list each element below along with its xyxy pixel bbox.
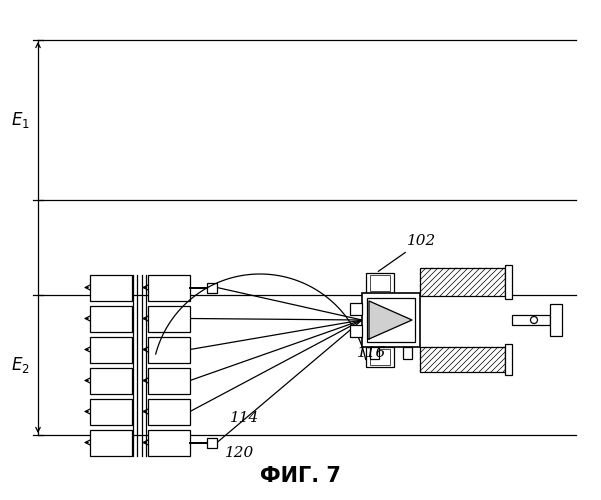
Bar bbox=[403, 347, 412, 359]
Text: ФИГ. 7: ФИГ. 7 bbox=[260, 466, 340, 486]
Text: $E_2$: $E_2$ bbox=[11, 355, 30, 375]
Bar bbox=[370, 275, 390, 291]
Bar bbox=[505, 265, 512, 299]
Bar bbox=[148, 430, 190, 456]
Bar bbox=[207, 282, 217, 292]
Bar bbox=[370, 347, 379, 359]
Text: 114: 114 bbox=[230, 412, 259, 426]
Bar bbox=[90, 336, 132, 362]
Bar bbox=[148, 306, 190, 332]
Bar bbox=[148, 368, 190, 394]
Bar bbox=[505, 344, 512, 375]
Bar bbox=[90, 274, 132, 300]
Bar bbox=[362, 293, 420, 347]
Bar bbox=[420, 268, 505, 296]
Text: 120: 120 bbox=[225, 446, 255, 460]
Bar bbox=[350, 303, 362, 315]
Bar bbox=[370, 349, 390, 365]
Bar bbox=[367, 298, 415, 342]
Bar bbox=[148, 274, 190, 300]
Bar bbox=[90, 306, 132, 332]
Bar bbox=[366, 347, 394, 367]
Bar bbox=[207, 438, 217, 448]
Bar bbox=[148, 398, 190, 424]
Text: 102: 102 bbox=[378, 234, 436, 272]
Bar bbox=[90, 368, 132, 394]
Bar bbox=[366, 273, 394, 293]
Text: 116: 116 bbox=[356, 346, 386, 360]
Bar bbox=[90, 398, 132, 424]
Bar bbox=[90, 430, 132, 456]
Bar bbox=[550, 304, 562, 336]
Bar bbox=[420, 347, 505, 372]
Text: $E_1$: $E_1$ bbox=[11, 110, 30, 130]
Bar bbox=[512, 315, 550, 325]
Bar bbox=[350, 325, 362, 337]
Polygon shape bbox=[369, 301, 412, 339]
Bar bbox=[148, 336, 190, 362]
